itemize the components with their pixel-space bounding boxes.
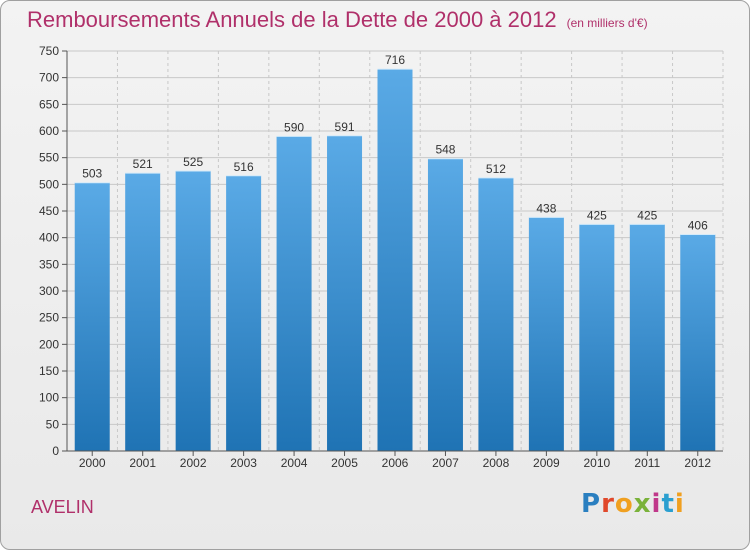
logo-letter: i [674, 489, 685, 519]
x-tick-label: 2001 [129, 456, 156, 470]
bar-2012 [680, 234, 716, 451]
data-label: 548 [435, 143, 455, 157]
y-tick-label: 600 [39, 124, 59, 138]
logo-letter: t [661, 489, 675, 519]
logo-letter: o [614, 489, 634, 519]
bar-2011 [629, 224, 665, 451]
x-tick-label: 2002 [180, 456, 207, 470]
y-tick-label: 700 [39, 71, 59, 85]
data-label: 406 [688, 218, 708, 232]
y-tick-label: 400 [39, 231, 59, 245]
data-label: 521 [133, 157, 153, 171]
x-tick-label: 2007 [432, 456, 459, 470]
y-tick-label: 0 [52, 444, 59, 458]
x-tick-label: 2000 [79, 456, 106, 470]
x-tick-label: 2010 [583, 456, 610, 470]
chart-subtitle: (en milliers d'€) [566, 16, 648, 30]
y-tick-label: 500 [39, 177, 59, 191]
data-label: 425 [587, 208, 607, 222]
commune-name: AVELIN [31, 497, 94, 517]
x-tick-label: 2009 [533, 456, 560, 470]
bar-2005 [327, 135, 363, 452]
bar-2006 [377, 69, 413, 451]
y-tick-label: 450 [39, 204, 59, 218]
logo-letter: x [633, 489, 652, 519]
bar-2007 [427, 158, 463, 451]
x-tick-label: 2003 [230, 456, 257, 470]
data-label: 438 [536, 201, 556, 215]
x-tick-label: 2008 [483, 456, 510, 470]
y-tick-label: 250 [39, 311, 59, 325]
y-tick-label: 350 [39, 257, 59, 271]
data-label: 512 [486, 162, 506, 176]
bar-2002 [175, 171, 211, 451]
logo-letter: i [651, 489, 662, 519]
data-label: 716 [385, 53, 405, 67]
y-tick-label: 650 [39, 97, 59, 111]
y-tick-label: 150 [39, 364, 59, 378]
bar-2001 [125, 173, 161, 451]
y-tick-label: 750 [39, 44, 59, 58]
logo-letter: r [601, 489, 615, 519]
bar-2000 [74, 182, 110, 451]
y-tick-label: 100 [39, 391, 59, 405]
x-tick-label: 2006 [382, 456, 409, 470]
bar-2010 [579, 224, 615, 451]
proxiti-logo: Proxiti [581, 489, 685, 519]
data-label: 503 [82, 167, 102, 181]
data-label: 590 [284, 120, 304, 134]
data-label: 516 [234, 160, 254, 174]
bar-2008 [478, 177, 514, 451]
x-tick-label: 2012 [684, 456, 711, 470]
x-tick-label: 2011 [634, 456, 660, 470]
chart-title: Remboursements Annuels de la Dette de 20… [27, 7, 648, 33]
y-tick-label: 50 [46, 417, 60, 431]
data-label: 425 [637, 208, 657, 222]
bar-2004 [276, 136, 312, 452]
bar-2009 [528, 217, 564, 451]
chart-title-text: Remboursements Annuels de la Dette de 20… [27, 7, 557, 32]
y-tick-label: 200 [39, 337, 59, 351]
y-tick-label: 550 [39, 151, 59, 165]
y-tick-label: 300 [39, 284, 59, 298]
bar-2003 [226, 175, 262, 452]
logo-letter: P [581, 489, 602, 519]
x-tick-label: 2005 [331, 456, 358, 470]
x-tick-label: 2004 [281, 456, 308, 470]
data-label: 525 [183, 155, 203, 169]
data-label: 591 [335, 120, 355, 134]
